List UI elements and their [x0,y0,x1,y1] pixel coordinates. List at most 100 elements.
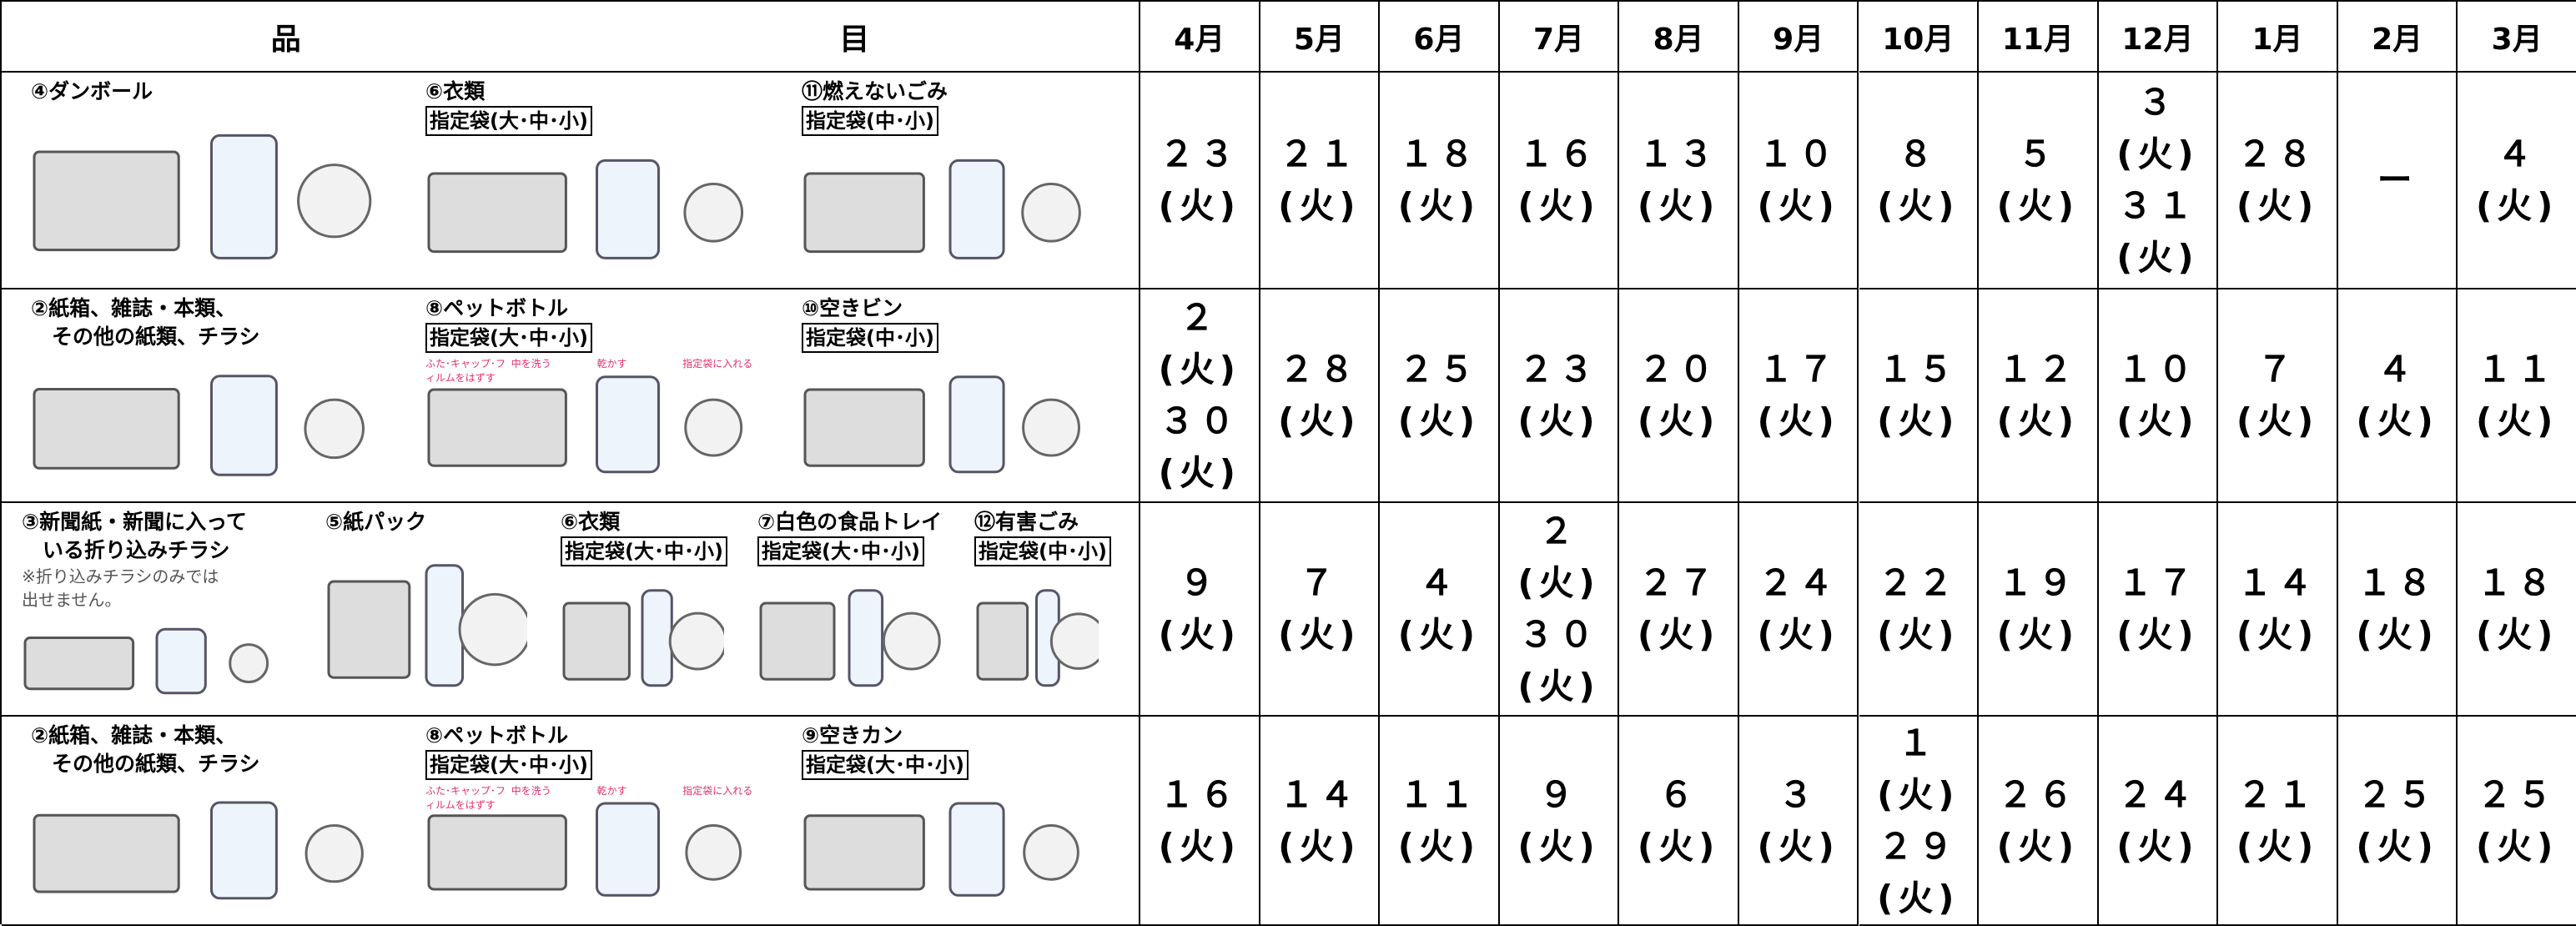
date-cell: ６ (火) [1619,717,1739,926]
date-text: (火) [2236,825,2319,867]
date-text: ２６ [1997,773,2078,815]
date-text: ３ [1778,773,1819,815]
date-text: ７ [1299,562,1340,603]
date-cell: １９ (火) [1979,503,2099,717]
date-text: (火) [1517,400,1600,441]
illustration-wrap [31,783,409,911]
item: ③新聞紙・新聞に入って いる折り込みチラシ ※折り込みチラシのみでは 出せません。 [22,508,309,702]
step-caption: ふた･キャップ･フィルムをはずす [425,785,506,811]
item-label: いる折り込みチラシ [22,538,230,562]
step-caption: 乾かす [596,785,627,797]
item-label: ②紙箱、雑誌・本類、 [31,296,237,320]
date-text: ４ [1418,562,1459,603]
items-cell: ②紙箱、雑誌・本類、 その他の紙類、チラシ ⑧ペットボトル 指定袋(大･中･小) … [2,289,1140,503]
date-text: (火) [1517,185,1600,226]
illustration [427,802,742,897]
month-header: 5月 [1260,2,1381,73]
date-cell: ２０ (火) [1619,289,1739,503]
date-text: (火) [1158,452,1240,493]
date-text: ２８ [2237,133,2318,174]
date-text: ４ [2377,349,2418,390]
bag-label: 指定袋(大･中･小) [757,536,924,566]
month-header: 6月 [1380,2,1500,73]
date-text: １７ [1758,349,1839,390]
date-cell: ２３ (火) [1499,289,1620,503]
date-cell: ９ (火) [1499,717,1620,926]
date-text: (火) [1397,400,1481,441]
item-label: ⑤紙パック [325,510,427,534]
date-text: ５ [2017,133,2058,174]
date-text: １６ [1518,133,1599,174]
date-text: (火) [1637,185,1720,226]
date-text: (火) [1517,562,1600,603]
date-text: １４ [1279,773,1360,815]
date-cell: １７ (火) [1738,289,1859,503]
item-label: ⑥衣類 [561,510,621,534]
date-text: (火) [1757,400,1839,441]
item: ⑩空きビン 指定袋(中･小) [802,294,1115,485]
date-text: (火) [1397,614,1481,655]
item-note: 出せません。 [22,590,122,610]
illustration-wrap [22,616,309,702]
date-text: (火) [1158,349,1240,390]
date-text: (火) [1158,614,1240,655]
date-text: (火) [1158,185,1240,226]
illustration [803,375,1080,474]
item-label: ⑧ペットボトル [425,296,569,320]
illustration [759,589,941,687]
item: ②紙箱、雑誌・本類、 その他の紙類、チラシ [31,294,409,488]
date-text: (火) [1637,825,1720,867]
date-text: (火) [2356,614,2438,655]
date-text: ２７ [1638,562,1719,603]
date-text: (火) [1996,825,2080,867]
date-text: (火) [2116,400,2199,441]
step-caption: 乾かす [596,358,627,370]
date-text: ２５ [2357,773,2438,815]
date-text: ２ [1179,297,1220,338]
date-text: ２８ [1279,349,1360,390]
date-cell: １０ (火) [2098,289,2219,503]
date-text: １３ [1638,133,1719,174]
illustration-wrap [31,356,409,488]
date-text: (火) [2475,185,2558,226]
date-text: ３０ [1159,400,1240,441]
date-text: (火) [2236,185,2319,226]
date-text: (火) [2475,614,2558,655]
date-text: １２ [1997,349,2078,390]
date-cell: ５ (火) [1979,73,2099,289]
header-item: 品目 [2,2,1140,73]
item: ⑤紙パック [325,508,544,702]
item-label: ②紙箱、雑誌・本類、 [31,723,237,747]
date-text: ２ [1538,511,1579,551]
illustration-wrap [425,141,785,271]
item: ④ダンボール [31,78,409,274]
step-caption: 指定袋に入れる [682,358,753,370]
date-cell: １８ (火) [2458,503,2576,717]
date-cell: ８ (火) [1859,73,1980,289]
date-cell: １６ (火) [1499,73,1620,289]
date-text: (火) [1877,185,1960,226]
date-cell: ２４ (火) [2098,717,2219,926]
month-header: 4月 [1140,2,1260,73]
bag-label: 指定袋(中･小) [802,106,938,136]
month-header: 1月 [2218,2,2338,73]
date-cell: ２１ (火) [2218,717,2338,926]
item-label: ⑩空きビン [802,296,903,320]
illustration-wrap [802,785,1115,908]
bag-label: 指定袋(大･中･小) [561,536,727,566]
date-cell: １８ (火) [1380,73,1500,289]
date-text: １４ [2237,562,2318,603]
date-text: １１ [1398,773,1479,815]
date-text: ２１ [2237,773,2318,815]
bag-label: 指定袋(大･中･小) [425,323,592,353]
date-cell: １１ (火) [2458,289,2576,503]
illustration [23,627,269,695]
header-text: 品 [270,22,301,57]
date-text: ９ [1538,773,1579,815]
date-cell: ２５ (火) [2337,717,2458,926]
date-cell: １２ (火) [1979,289,2099,503]
date-cell: １８ (火) [2337,503,2458,717]
date-text: (火) [1877,400,1960,441]
date-text: (火) [1637,400,1720,441]
header-text: 目 [839,22,870,57]
